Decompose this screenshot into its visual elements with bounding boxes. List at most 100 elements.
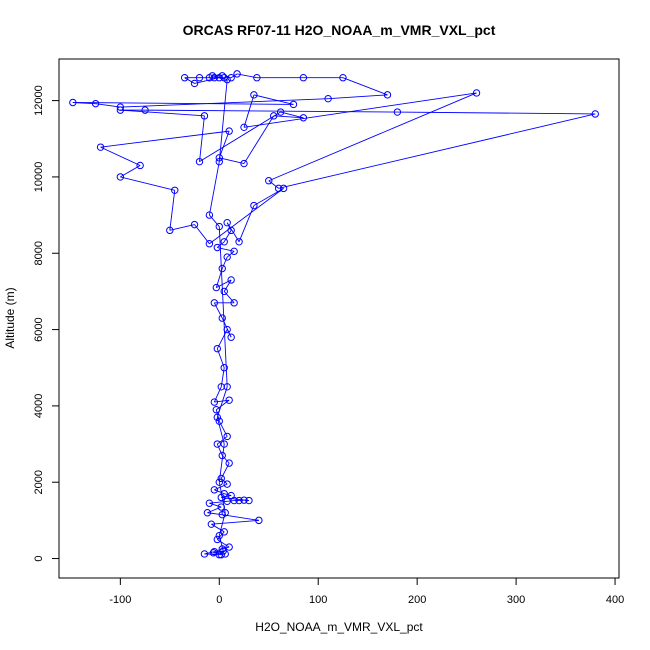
series-segment <box>194 77 220 84</box>
series-segment <box>218 79 228 162</box>
series-segment <box>218 512 226 536</box>
data-point <box>190 220 199 229</box>
series-segment <box>207 512 223 516</box>
data-point <box>240 496 248 504</box>
data-point <box>220 528 228 536</box>
data-point <box>212 406 221 414</box>
data-point <box>215 478 223 486</box>
data-point <box>223 432 231 441</box>
data-point <box>253 73 261 82</box>
data-point <box>393 108 402 116</box>
data-point <box>218 72 226 80</box>
data-point <box>223 219 231 227</box>
data-point <box>235 238 243 246</box>
series-segment <box>100 130 230 148</box>
data-point <box>339 73 347 82</box>
data-point <box>220 489 228 498</box>
series-segment <box>278 113 596 189</box>
data-point <box>205 240 214 248</box>
series-segment <box>217 241 225 248</box>
series-segment <box>268 180 279 189</box>
data-point <box>215 551 223 559</box>
data-point <box>207 520 216 528</box>
series-segment <box>209 214 220 227</box>
x-tick-label: 300 <box>507 594 525 606</box>
data-point <box>210 299 219 307</box>
data-point <box>279 184 288 193</box>
data-point <box>221 509 229 517</box>
series-segment <box>209 502 222 508</box>
data-point <box>96 143 105 151</box>
data-point <box>220 238 228 246</box>
data-point <box>230 299 238 307</box>
data-point <box>171 186 179 194</box>
series-segment <box>213 302 223 319</box>
data-point <box>227 73 235 82</box>
data-point <box>227 226 235 235</box>
series-segment <box>243 115 275 164</box>
data-point <box>240 123 248 132</box>
data-point <box>213 243 222 252</box>
series-segment <box>120 109 205 117</box>
series-segment <box>243 92 477 128</box>
data-point <box>69 98 77 107</box>
series-segment <box>194 224 210 244</box>
series-segment <box>273 115 304 119</box>
x-tick-label: -100 <box>109 594 131 606</box>
data-point <box>91 99 100 108</box>
series-segment <box>72 102 96 105</box>
data-point <box>472 89 481 97</box>
series-segment <box>226 250 235 258</box>
y-tick-label: 10000 <box>33 162 45 193</box>
data-point <box>225 396 233 404</box>
data-point <box>220 287 228 296</box>
data-point <box>215 157 223 166</box>
data-point <box>255 516 263 525</box>
data-point <box>223 383 231 391</box>
data-point <box>223 325 231 334</box>
series-segment <box>222 514 259 521</box>
series-segment <box>218 226 228 387</box>
data-point <box>274 184 283 193</box>
data-point <box>591 110 599 118</box>
series-segment <box>238 205 255 242</box>
series-segment <box>209 188 284 245</box>
data-point <box>223 75 231 84</box>
y-tick-label: 0 <box>33 555 45 561</box>
series-segment <box>217 436 228 445</box>
y-axis: 0 2000 4000 6000 8000 10000 12000 <box>33 85 60 562</box>
y-tick-label: 4000 <box>33 394 45 418</box>
data-point <box>223 480 231 488</box>
data-point <box>213 344 222 353</box>
data-point <box>269 112 278 120</box>
data-point <box>208 72 217 80</box>
series-line <box>72 73 596 556</box>
data-point <box>227 276 235 284</box>
data-point <box>210 398 219 406</box>
series-segment <box>221 455 230 464</box>
series-segment <box>204 551 215 555</box>
data-point <box>190 79 199 88</box>
data-point <box>220 364 228 372</box>
data-point <box>180 73 189 82</box>
data-point <box>215 417 223 425</box>
series-segment <box>223 291 235 304</box>
data-point <box>200 550 209 558</box>
series-segment <box>216 443 223 456</box>
series-segment <box>223 230 232 243</box>
data-point <box>250 91 258 99</box>
data-point <box>212 283 221 292</box>
data-point <box>223 253 231 261</box>
data-point <box>205 499 214 507</box>
series-segment <box>226 222 240 243</box>
y-tick-label: 6000 <box>33 317 45 341</box>
series-segment <box>95 103 121 108</box>
series-segment <box>216 399 230 411</box>
data-point <box>203 509 212 517</box>
data-point <box>195 157 204 166</box>
data-point <box>240 159 248 168</box>
data-point <box>217 503 225 511</box>
series-segment <box>120 176 175 191</box>
data-point <box>213 535 222 544</box>
